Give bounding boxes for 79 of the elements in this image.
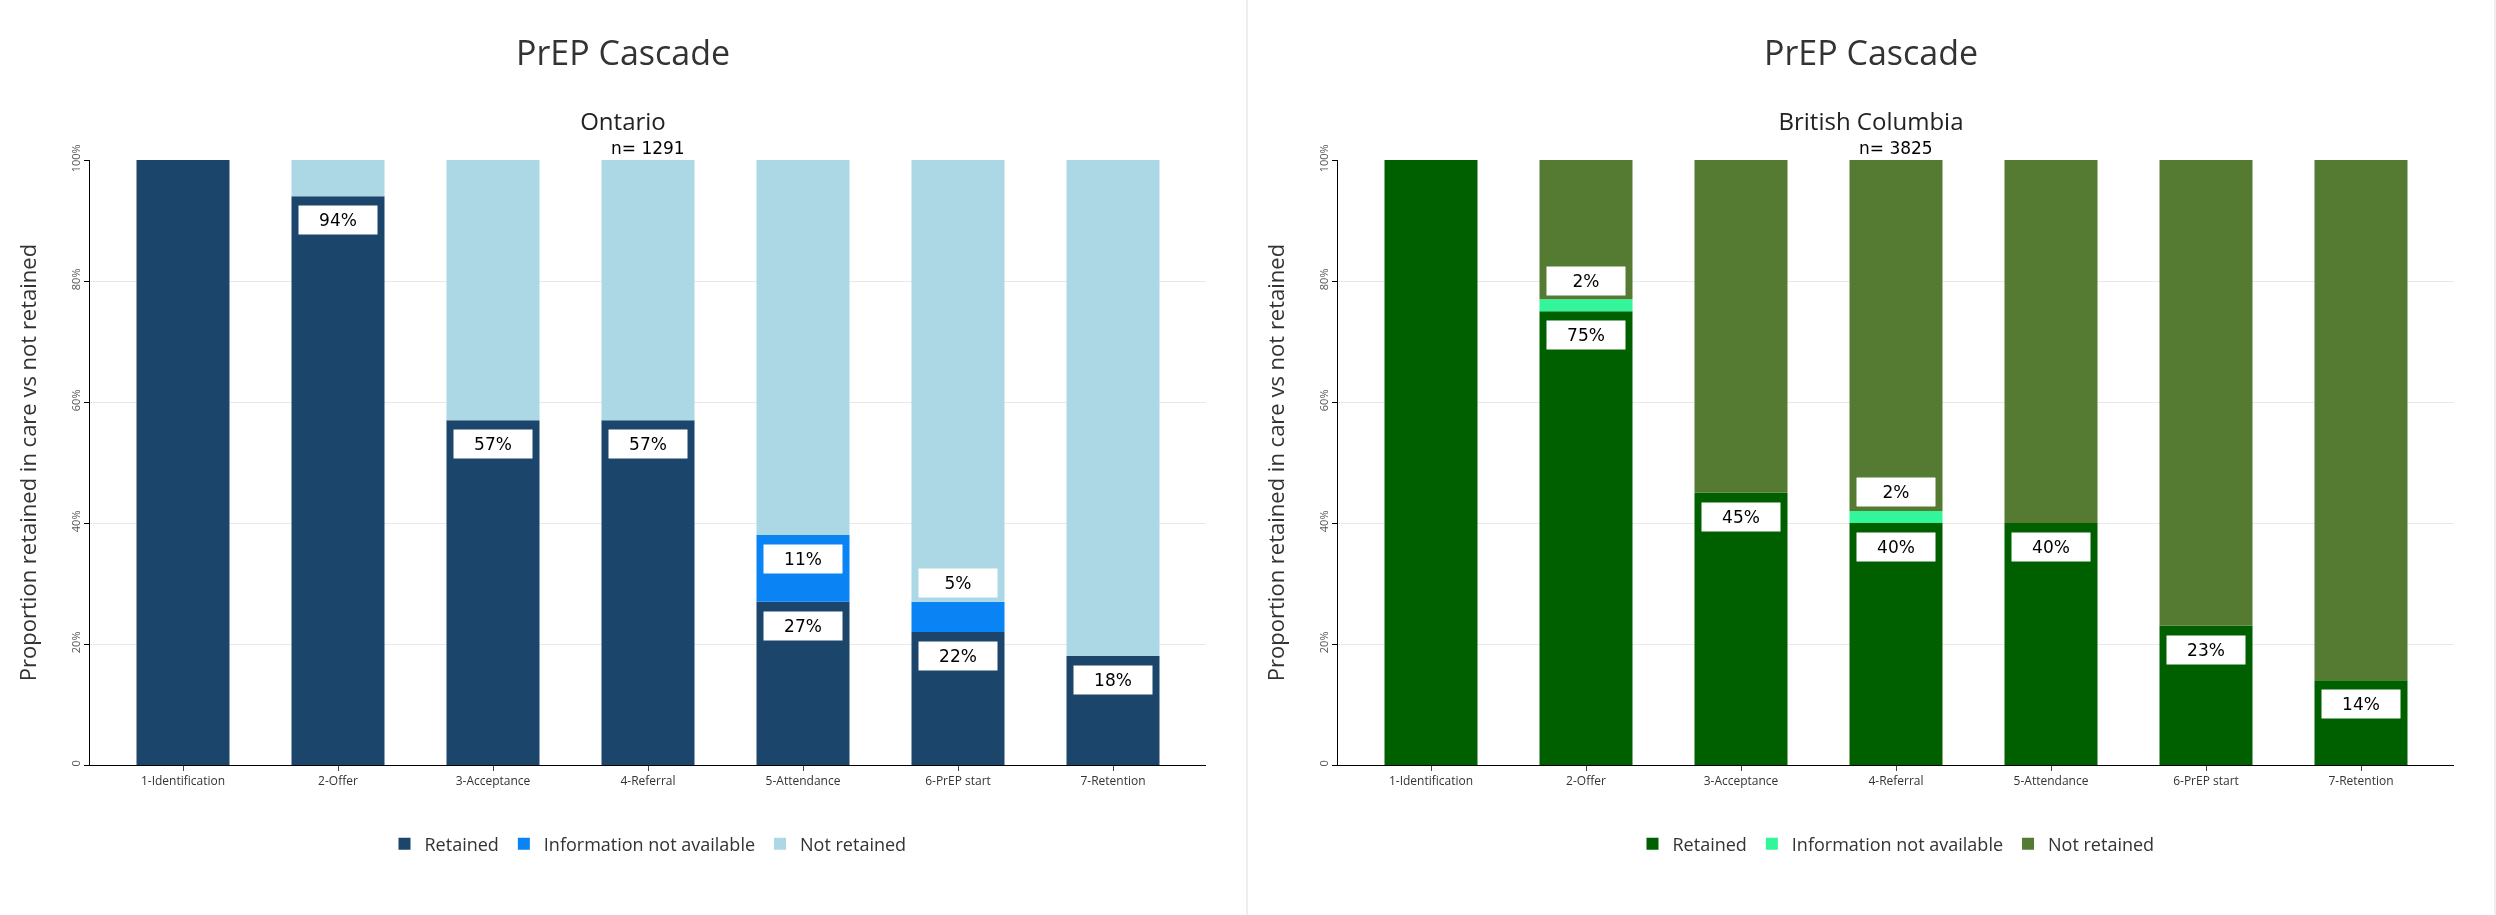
y-tick-label: 0: [1315, 760, 1331, 767]
bar: [446, 420, 540, 765]
data-label: 18%: [1094, 670, 1132, 690]
data-label: 40%: [1877, 537, 1915, 557]
x-tick-label: 3-Acceptance: [1703, 772, 1779, 790]
data-label: 40%: [2032, 537, 2070, 557]
legend-label: Information not available: [543, 831, 756, 856]
bar: [601, 420, 695, 765]
y-tick-label: 60%: [1315, 389, 1331, 412]
bar: [601, 160, 695, 421]
data-label: 27%: [784, 616, 822, 636]
bar: [1694, 160, 1788, 493]
data-label: 75%: [1567, 325, 1605, 345]
x-tick-label: 5-Attendance: [2013, 772, 2089, 790]
y-axis-title: Proportion retained in care vs not retained: [12, 243, 42, 682]
x-tick-label: 4-Referral: [620, 772, 676, 790]
data-label: 57%: [474, 434, 512, 454]
x-tick-label: 6-PrEP start: [2173, 772, 2239, 790]
text: n= 1291: [611, 138, 685, 158]
y-tick-label: 20%: [67, 631, 83, 654]
bar: [1066, 160, 1160, 657]
data-label: 2%: [1882, 482, 1910, 502]
bar: [911, 601, 1005, 632]
data-label: 45%: [1722, 507, 1760, 527]
y-tick-label: 100%: [1315, 144, 1331, 173]
bar: [291, 160, 385, 197]
legend-label: Retained: [1672, 831, 1747, 856]
x-tick-label: 4-Referral: [1868, 772, 1924, 790]
bar: [1694, 492, 1788, 765]
chart-subtitle: British Columbia: [1778, 104, 1964, 138]
x-tick-label: 2-Offer: [1566, 772, 1606, 790]
bar: [1849, 510, 1943, 523]
x-tick-label: 1-Identification: [140, 772, 226, 790]
bar: [2159, 160, 2253, 626]
bar: [911, 160, 1005, 602]
bar: [2314, 160, 2408, 681]
x-tick-label: 5-Attendance: [765, 772, 841, 790]
data-label: 2%: [1572, 271, 1600, 291]
chart-subtitle: Ontario: [580, 104, 666, 138]
y-tick-label: 40%: [1315, 510, 1331, 533]
legend-label: Not retained: [800, 831, 907, 856]
data-label: 11%: [784, 549, 822, 569]
legend-label: Information not available: [1791, 831, 2004, 856]
legend-label: Retained: [424, 831, 499, 856]
data-label: 23%: [2187, 640, 2225, 660]
legend-label: Not retained: [2048, 831, 2155, 856]
x-tick-label: 7-Retention: [2328, 772, 2394, 790]
x-tick-label: 6-PrEP start: [925, 772, 991, 790]
bar: [1539, 311, 1633, 765]
bar: [136, 160, 230, 765]
data-label: 22%: [939, 646, 977, 666]
y-tick-label: 20%: [1315, 631, 1331, 654]
bar: [446, 160, 540, 421]
chart-title: PrEP Cascade: [515, 28, 731, 75]
data-label: 57%: [629, 434, 667, 454]
y-axis-title: Proportion retained in care vs not retained: [1260, 243, 1290, 682]
bar: [1384, 160, 1478, 765]
bar: [2004, 160, 2098, 523]
bar: [756, 160, 850, 536]
y-tick-label: 60%: [67, 389, 83, 412]
bar: [2004, 523, 2098, 765]
bar: [1849, 523, 1943, 765]
bar: [291, 196, 385, 765]
data-label: 94%: [319, 210, 357, 230]
text: n= 3825: [1859, 138, 1933, 158]
x-tick-label: 1-Identification: [1388, 772, 1474, 790]
y-tick-label: 80%: [67, 268, 83, 291]
x-tick-label: 3-Acceptance: [455, 772, 531, 790]
x-tick-label: 7-Retention: [1080, 772, 1146, 790]
bar: [1539, 299, 1633, 312]
y-tick-label: 40%: [67, 510, 83, 533]
y-tick-label: 80%: [1315, 268, 1331, 291]
bar: [1849, 160, 1943, 511]
data-label: 14%: [2342, 694, 2380, 714]
y-tick-label: 100%: [67, 144, 83, 173]
data-label: 5%: [944, 573, 972, 593]
y-tick-label: 0: [67, 760, 83, 767]
x-tick-label: 2-Offer: [318, 772, 358, 790]
chart-title: PrEP Cascade: [1763, 28, 1979, 75]
